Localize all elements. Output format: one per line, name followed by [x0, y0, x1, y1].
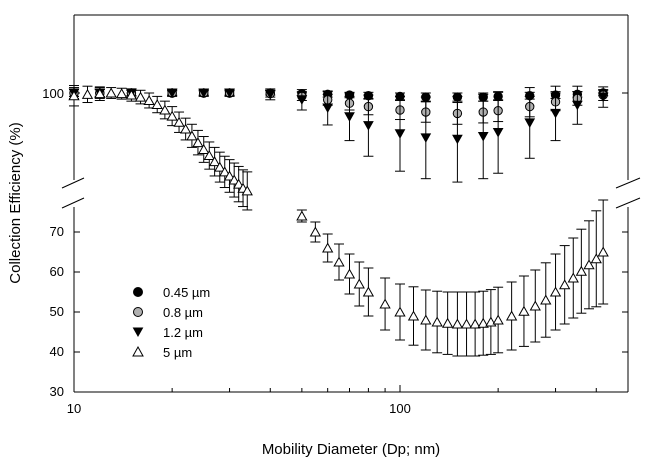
data-point: [203, 150, 215, 161]
x-axis-label: Mobility Diameter (Dp; nm): [262, 441, 440, 458]
data-point: [151, 99, 163, 110]
data-point: [125, 89, 138, 100]
legend-marker-0.8um: [133, 307, 143, 317]
data-point: [420, 133, 432, 143]
data-point: [344, 112, 355, 122]
data-point: [451, 318, 464, 329]
axis-ticks: [73, 92, 628, 393]
data-point: [441, 317, 454, 328]
y-tick-label-30: 30: [50, 384, 64, 399]
y-tick-label-60: 60: [50, 264, 64, 279]
data-point: [179, 123, 192, 134]
data-point: [529, 300, 541, 311]
data-point: [567, 272, 579, 283]
data-point: [420, 314, 432, 325]
data-point: [452, 134, 463, 145]
data-point: [241, 185, 253, 196]
data-point: [296, 210, 308, 221]
data-point: [192, 137, 204, 148]
data-point: [492, 314, 504, 325]
series-layer: [68, 85, 609, 357]
data-point: [505, 310, 518, 321]
data-point: [379, 298, 391, 309]
data-point: [166, 88, 178, 99]
data-point: [322, 103, 334, 113]
data-point: [81, 88, 94, 99]
data-point: [518, 305, 530, 316]
data-point: [575, 265, 588, 276]
data-point: [94, 88, 106, 99]
data-point: [590, 253, 602, 264]
data-point: [492, 127, 504, 138]
y-tick-label-50: 50: [50, 304, 64, 319]
data-point: [469, 318, 481, 329]
data-point: [134, 91, 147, 102]
series-3: [68, 85, 609, 357]
data-point: [143, 94, 155, 105]
y-axis-label: Collection Efficiency (%): [7, 122, 24, 283]
x-tick-label-10: 10: [67, 401, 81, 416]
y-tick-label-100: 100: [42, 86, 64, 101]
data-point: [224, 88, 235, 99]
data-point: [223, 170, 236, 181]
legend-label-5um: 5 µm: [163, 345, 192, 360]
data-point: [219, 166, 231, 177]
data-point: [540, 294, 552, 305]
data-point: [309, 226, 322, 237]
data-point: [524, 118, 536, 128]
data-point: [477, 317, 489, 328]
data-point: [198, 143, 210, 154]
data-point: [296, 95, 308, 105]
data-point: [159, 104, 171, 115]
data-point: [549, 286, 562, 297]
data-point: [173, 116, 185, 127]
data-point: [431, 316, 443, 327]
legend-label-0.45um: 0.45 µm: [163, 285, 210, 300]
data-point: [353, 278, 365, 289]
data-point: [572, 100, 583, 111]
data-point: [460, 318, 473, 329]
legend-marker-0.45um: [133, 287, 143, 297]
data-point: [407, 310, 420, 321]
data-point: [264, 89, 276, 100]
data-point: [559, 279, 571, 290]
data-point: [343, 268, 356, 279]
data-point: [105, 87, 117, 98]
axis-break-left: [61, 177, 85, 209]
data-point: [477, 132, 489, 142]
data-point: [166, 110, 178, 121]
data-point: [214, 161, 226, 172]
data-point: [597, 92, 609, 103]
plot-frame: [61, 14, 641, 393]
legend: 0.45 µm 0.8 µm 1.2 µm 5 µm: [132, 285, 210, 360]
data-point: [208, 156, 221, 167]
data-point: [394, 306, 406, 317]
data-point: [363, 121, 374, 131]
axis-break-right: [615, 177, 641, 209]
data-point: [362, 286, 375, 297]
legend-marker-1.2um: [132, 327, 144, 338]
data-point: [597, 246, 609, 257]
data-point: [583, 259, 595, 270]
legend-label-1.2um: 1.2 µm: [163, 325, 203, 340]
data-point: [228, 174, 240, 185]
legend-marker-5um: [132, 345, 144, 357]
legend-label-0.8um: 0.8 µm: [163, 305, 203, 320]
data-point: [322, 242, 334, 253]
tick-labels: 10 100 30 40 50 60 70 100: [42, 86, 411, 416]
x-tick-label-100: 100: [389, 401, 411, 416]
data-point: [186, 130, 198, 141]
data-point: [115, 88, 128, 99]
data-point: [68, 90, 80, 101]
data-point: [333, 256, 345, 267]
data-point: [233, 178, 245, 189]
data-point: [394, 129, 406, 139]
y-tick-label-40: 40: [50, 344, 64, 359]
data-point: [198, 88, 210, 99]
data-point: [550, 108, 561, 119]
y-tick-label-70: 70: [50, 224, 64, 239]
